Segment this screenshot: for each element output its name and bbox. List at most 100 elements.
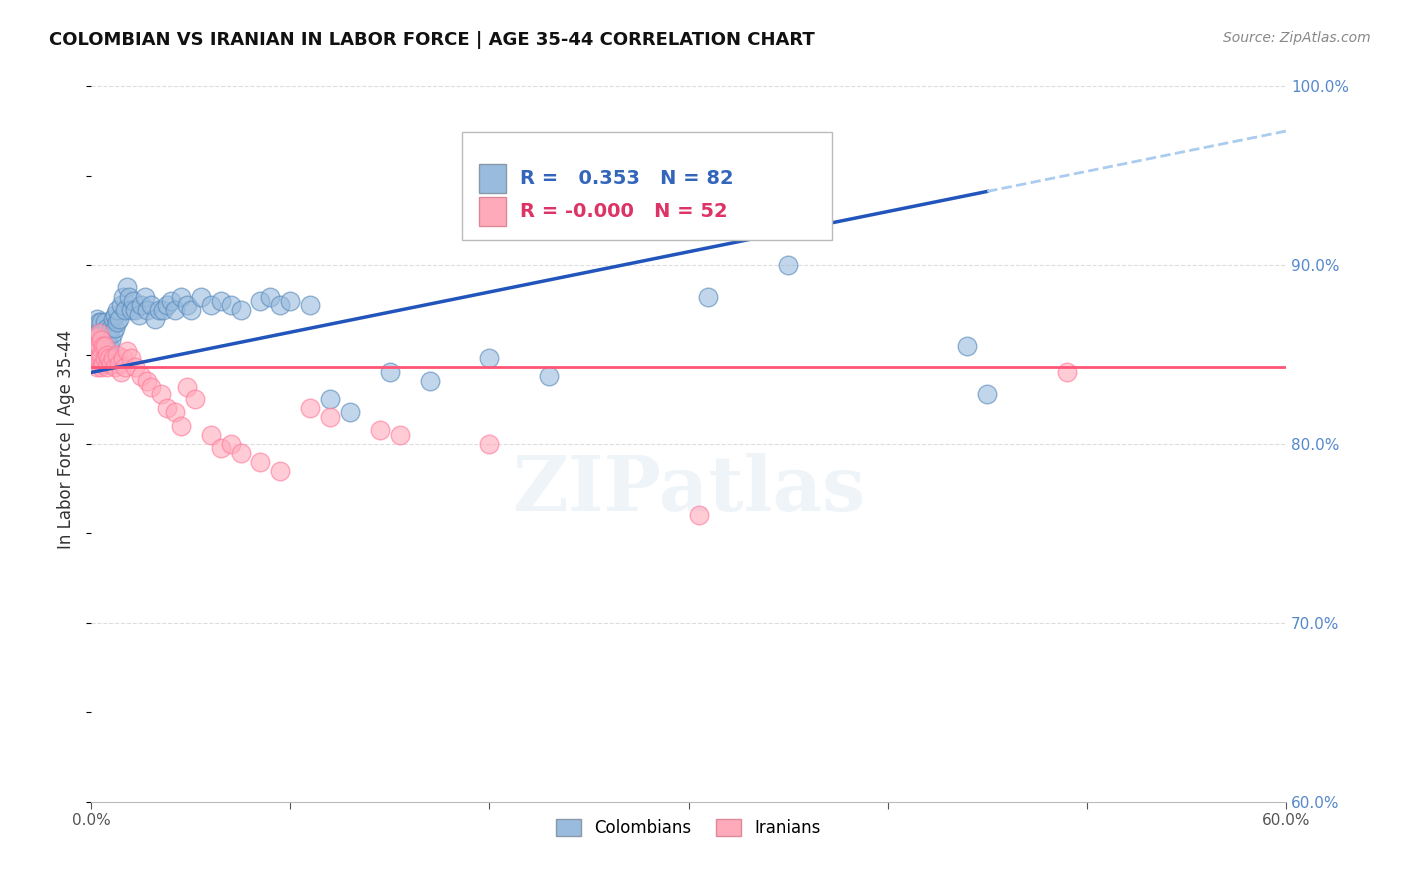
Point (110, 297, 132, 311)
Point (419, 375, 441, 389)
Point (96, 320, 118, 334)
Point (778, 258, 800, 272)
Point (249, 455, 271, 469)
Point (82, 338, 104, 352)
Legend: Colombians, Iranians: Colombians, Iranians (550, 813, 828, 844)
Text: COLOMBIAN VS IRANIAN IN LABOR FORCE | AGE 35-44 CORRELATION CHART: COLOMBIAN VS IRANIAN IN LABOR FORCE | AG… (49, 31, 815, 49)
Point (96, 360, 118, 375)
Point (159, 293, 181, 308)
Point (84, 343, 107, 358)
Point (105, 348, 128, 362)
Point (100, 320, 122, 334)
Point (163, 405, 186, 419)
Point (190, 290, 212, 304)
Point (156, 297, 179, 311)
Point (82, 326, 104, 340)
Point (108, 311, 131, 326)
Point (200, 428, 222, 442)
Point (148, 302, 170, 317)
Point (90, 326, 112, 340)
Point (170, 290, 193, 304)
Point (86, 360, 108, 375)
Point (87, 326, 110, 340)
Point (96, 343, 118, 358)
Point (128, 308, 150, 322)
Point (105, 315, 128, 329)
Point (129, 297, 152, 311)
Point (105, 302, 128, 317)
Point (259, 290, 281, 304)
Point (100, 357, 122, 371)
Point (209, 441, 232, 455)
Point (86, 338, 108, 352)
Point (90, 343, 112, 358)
Point (91, 338, 114, 352)
Point (219, 297, 242, 311)
Point (82, 333, 104, 347)
Point (976, 387, 998, 401)
Point (90, 348, 112, 362)
Point (86, 320, 108, 334)
Point (94, 338, 117, 352)
Point (90, 357, 112, 371)
Point (94, 351, 117, 366)
Point (478, 437, 501, 451)
Point (120, 351, 142, 366)
Point (104, 360, 127, 375)
Point (269, 297, 291, 311)
Point (299, 401, 322, 416)
Point (114, 302, 136, 317)
Point (91, 357, 114, 371)
Point (1056, 366, 1078, 380)
Point (115, 343, 138, 358)
Point (319, 392, 342, 407)
Point (299, 297, 322, 311)
Point (91, 324, 114, 338)
Point (152, 302, 174, 317)
Point (104, 320, 127, 334)
Point (163, 302, 186, 317)
Point (183, 392, 205, 407)
Point (91, 334, 114, 349)
Point (139, 297, 162, 311)
Point (101, 326, 124, 340)
Point (91, 348, 114, 362)
Point (538, 369, 561, 384)
Point (378, 366, 401, 380)
Point (101, 311, 124, 326)
Text: R = -0.000   N = 52: R = -0.000 N = 52 (520, 202, 728, 221)
Point (100, 333, 122, 347)
Point (229, 446, 252, 460)
Point (87, 315, 110, 329)
Point (209, 293, 232, 308)
Point (478, 351, 501, 366)
Point (90, 333, 112, 347)
Point (87, 348, 110, 362)
Point (156, 401, 179, 416)
Point (176, 380, 198, 394)
Point (134, 290, 156, 304)
Point (94, 338, 117, 352)
Point (149, 387, 172, 401)
Point (94, 326, 117, 340)
Point (86, 329, 108, 343)
Point (86, 351, 108, 366)
Point (956, 338, 979, 352)
Point (87, 338, 110, 352)
Point (84, 338, 107, 352)
Point (339, 405, 361, 419)
Point (96, 333, 118, 347)
Point (84, 333, 107, 347)
Point (111, 290, 134, 304)
Point (115, 279, 138, 293)
Bar (479, 164, 506, 194)
Point (129, 369, 152, 384)
Point (87, 326, 110, 340)
Point (229, 302, 252, 317)
Point (87, 334, 110, 349)
Point (388, 428, 411, 442)
Point (98, 351, 121, 366)
Point (176, 297, 198, 311)
Point (87, 351, 110, 366)
Text: Source: ZipAtlas.com: Source: ZipAtlas.com (1223, 31, 1371, 45)
